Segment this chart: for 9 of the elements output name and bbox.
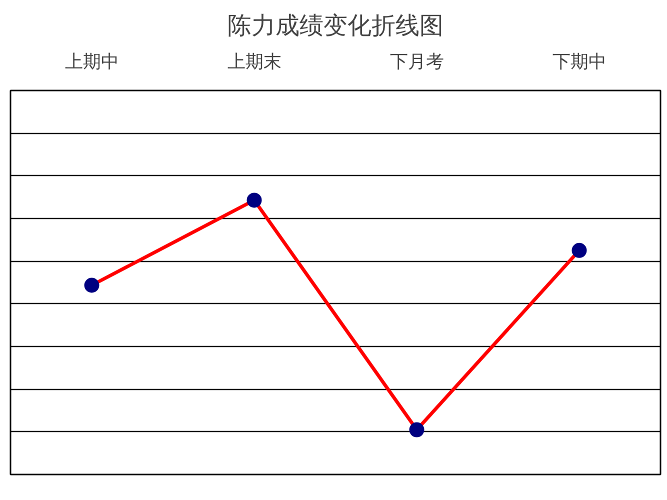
point <box>572 242 587 258</box>
chart-title: 陈力成绩变化折线图 <box>228 12 444 40</box>
x-tick-label: 下期中 <box>552 52 606 72</box>
point <box>84 278 100 293</box>
x-tick-label: 上期末 <box>227 52 282 72</box>
x-tick-label: 上期中 <box>64 52 119 72</box>
point <box>409 422 424 438</box>
point <box>246 192 262 208</box>
x-tick-label: 下月考 <box>390 52 444 72</box>
